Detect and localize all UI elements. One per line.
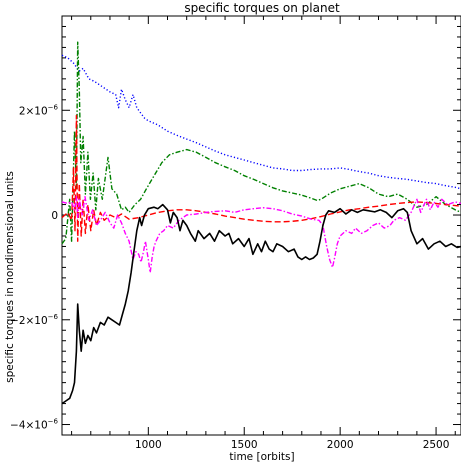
y-tick-label: 2×10−6 [19, 103, 59, 117]
axis-ticks: 1000 1500 2000 2500−4×10−6−2×10−602×10−6 [10, 15, 461, 451]
x-tick-label: 2500 [423, 439, 450, 451]
series-line-2 [61, 41, 461, 245]
y-tick-base: 2×10 [19, 105, 48, 117]
plot-area: 1000 1500 2000 2500−4×10−6−2×10−602×10−6 [10, 15, 461, 451]
y-tick-exponent: −6 [48, 103, 59, 111]
data-series [61, 41, 461, 405]
x-tick-label: 1000 [135, 439, 162, 451]
y-tick-base: −4×10 [10, 420, 48, 432]
y-tick-exponent: −6 [48, 418, 59, 426]
plot-frame [61, 15, 461, 436]
y-tick-base: −2×10 [10, 315, 48, 327]
y-tick-exponent: −6 [48, 313, 59, 321]
y-tick-label: 0 [51, 210, 58, 222]
y-tick-label: −4×10−6 [10, 418, 59, 432]
chart-title: specific torques on planet [184, 1, 340, 15]
y-axis-label: specific torques in nondimensional units [4, 171, 16, 383]
x-tick-label: 1500 [231, 439, 258, 451]
series-line-5 [61, 203, 461, 405]
series-line-1 [61, 54, 461, 190]
y-tick-base: 0 [51, 210, 58, 222]
series-line-4 [61, 195, 461, 274]
x-axis-label: time [orbits] [229, 451, 294, 463]
x-tick-label: 2000 [327, 439, 354, 451]
y-tick-label: −2×10−6 [10, 313, 59, 327]
